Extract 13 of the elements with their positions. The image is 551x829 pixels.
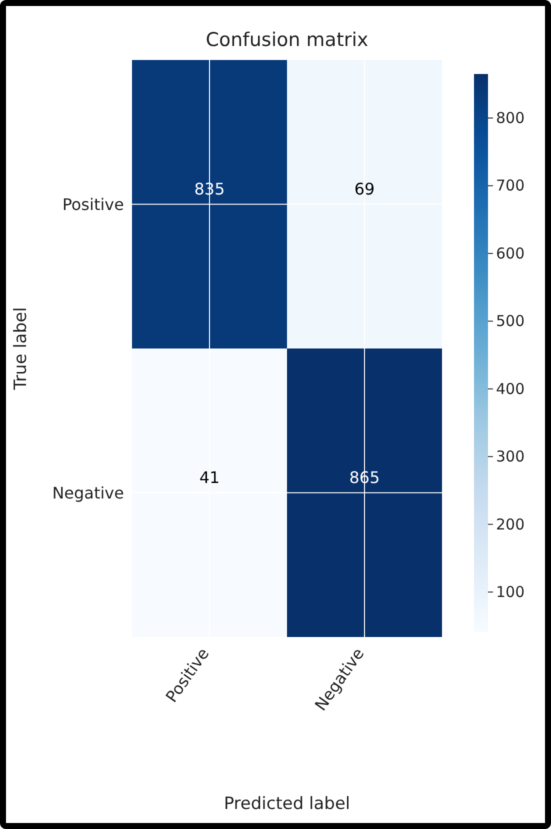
x-axis-title: Predicted label — [224, 794, 350, 814]
data-label: 69 — [354, 179, 375, 198]
color-bar-label: 300 — [496, 448, 525, 466]
color-bar-label: 800 — [496, 109, 525, 128]
chart-title: Confusion matrix — [206, 29, 368, 51]
color-bar-label: 600 — [496, 244, 525, 262]
color-bar-label: 100 — [496, 583, 525, 602]
color-bar-label: 400 — [496, 380, 525, 398]
color-bar-label: 500 — [496, 312, 525, 330]
data-label: 41 — [199, 468, 220, 487]
y-axis-title: True label — [11, 307, 32, 391]
color-bar-label: 700 — [496, 176, 525, 195]
color-bar-label: 200 — [496, 515, 525, 534]
